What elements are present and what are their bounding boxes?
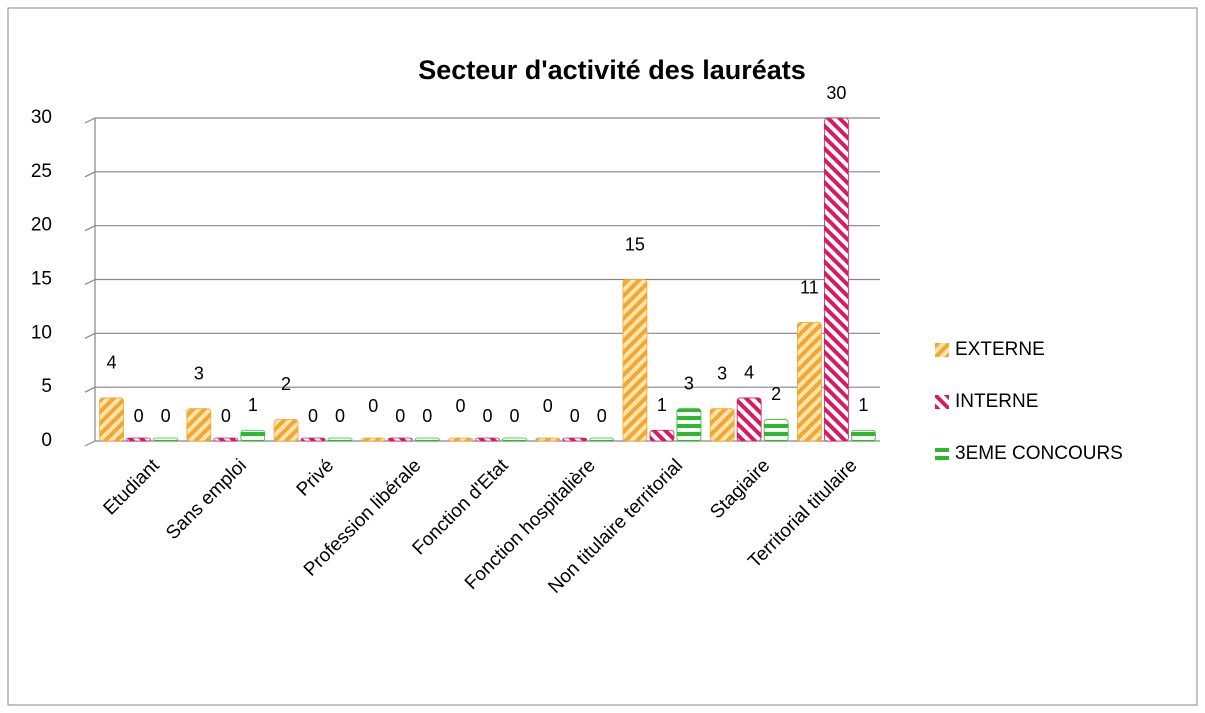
data-label: 0 — [422, 406, 432, 426]
y-tick-label: 5 — [41, 376, 52, 397]
data-label: 0 — [509, 406, 519, 426]
bar — [709, 408, 735, 442]
bar — [850, 429, 876, 442]
bar — [300, 437, 326, 442]
bar — [360, 437, 386, 442]
bar — [796, 322, 822, 442]
legend-swatch — [935, 395, 949, 409]
data-label: 0 — [308, 406, 318, 426]
data-label: 30 — [826, 83, 846, 103]
bar — [99, 397, 125, 442]
data-label: 0 — [543, 396, 553, 416]
bar — [535, 437, 561, 442]
chart-title: Secteur d'activité des lauréats — [418, 55, 806, 85]
chart-border — [7, 7, 1198, 706]
grid-3d — [84, 225, 96, 232]
bar — [562, 437, 588, 442]
data-label: 3 — [717, 363, 727, 383]
data-label: 15 — [625, 234, 645, 254]
data-label: 11 — [800, 277, 819, 297]
data-label: 3 — [194, 363, 204, 383]
bar — [213, 437, 239, 442]
bar — [126, 437, 152, 442]
data-label: 2 — [281, 374, 291, 394]
bar — [327, 437, 353, 442]
bar — [475, 437, 500, 442]
data-label: 2 — [771, 384, 781, 404]
bar — [273, 419, 299, 442]
bar — [240, 429, 266, 442]
grid-3d — [84, 278, 96, 286]
bar — [448, 437, 473, 442]
bar — [414, 437, 440, 442]
data-label: 0 — [134, 406, 144, 426]
data-label: 0 — [368, 396, 378, 416]
bar — [649, 429, 675, 442]
grid-3d — [84, 117, 96, 124]
data-label: 4 — [107, 353, 117, 373]
data-label: 1 — [657, 395, 667, 415]
y-tick-label: 15 — [31, 269, 52, 290]
legend-label: 3EME CONCOURS — [955, 443, 1123, 464]
data-label: 3 — [684, 373, 694, 393]
grid-3d — [84, 386, 96, 393]
data-label: 0 — [455, 396, 465, 416]
data-label: 0 — [482, 406, 492, 426]
data-label: 4 — [744, 363, 754, 383]
grid-3d — [84, 171, 96, 178]
legend-label: INTERNE — [955, 391, 1038, 412]
data-label: 0 — [221, 406, 231, 426]
bar — [153, 437, 179, 442]
data-label: 1 — [248, 395, 258, 415]
data-label: 0 — [597, 406, 607, 426]
legend-label: EXTERNE — [955, 339, 1045, 360]
data-label: 0 — [161, 406, 171, 426]
y-tick-label: 25 — [31, 161, 52, 182]
bar — [763, 419, 789, 442]
legend-swatch — [935, 343, 949, 357]
y-tick-label: 10 — [31, 322, 52, 343]
bar — [589, 437, 615, 442]
legend-swatch — [935, 447, 949, 461]
bar — [387, 437, 413, 442]
data-label: 0 — [335, 406, 345, 426]
y-tick-label: 0 — [41, 430, 52, 451]
bar — [622, 279, 648, 442]
bar — [186, 408, 212, 442]
grid-3d — [84, 332, 96, 339]
bar — [676, 408, 702, 442]
data-label: 1 — [858, 395, 868, 415]
y-tick-label: 20 — [31, 215, 52, 236]
bar — [736, 397, 762, 442]
grid-3d — [84, 440, 96, 447]
bar — [502, 437, 527, 442]
bar — [823, 117, 849, 442]
y-tick-label: 30 — [31, 107, 52, 128]
data-label: 0 — [570, 406, 580, 426]
data-label: 0 — [395, 406, 405, 426]
